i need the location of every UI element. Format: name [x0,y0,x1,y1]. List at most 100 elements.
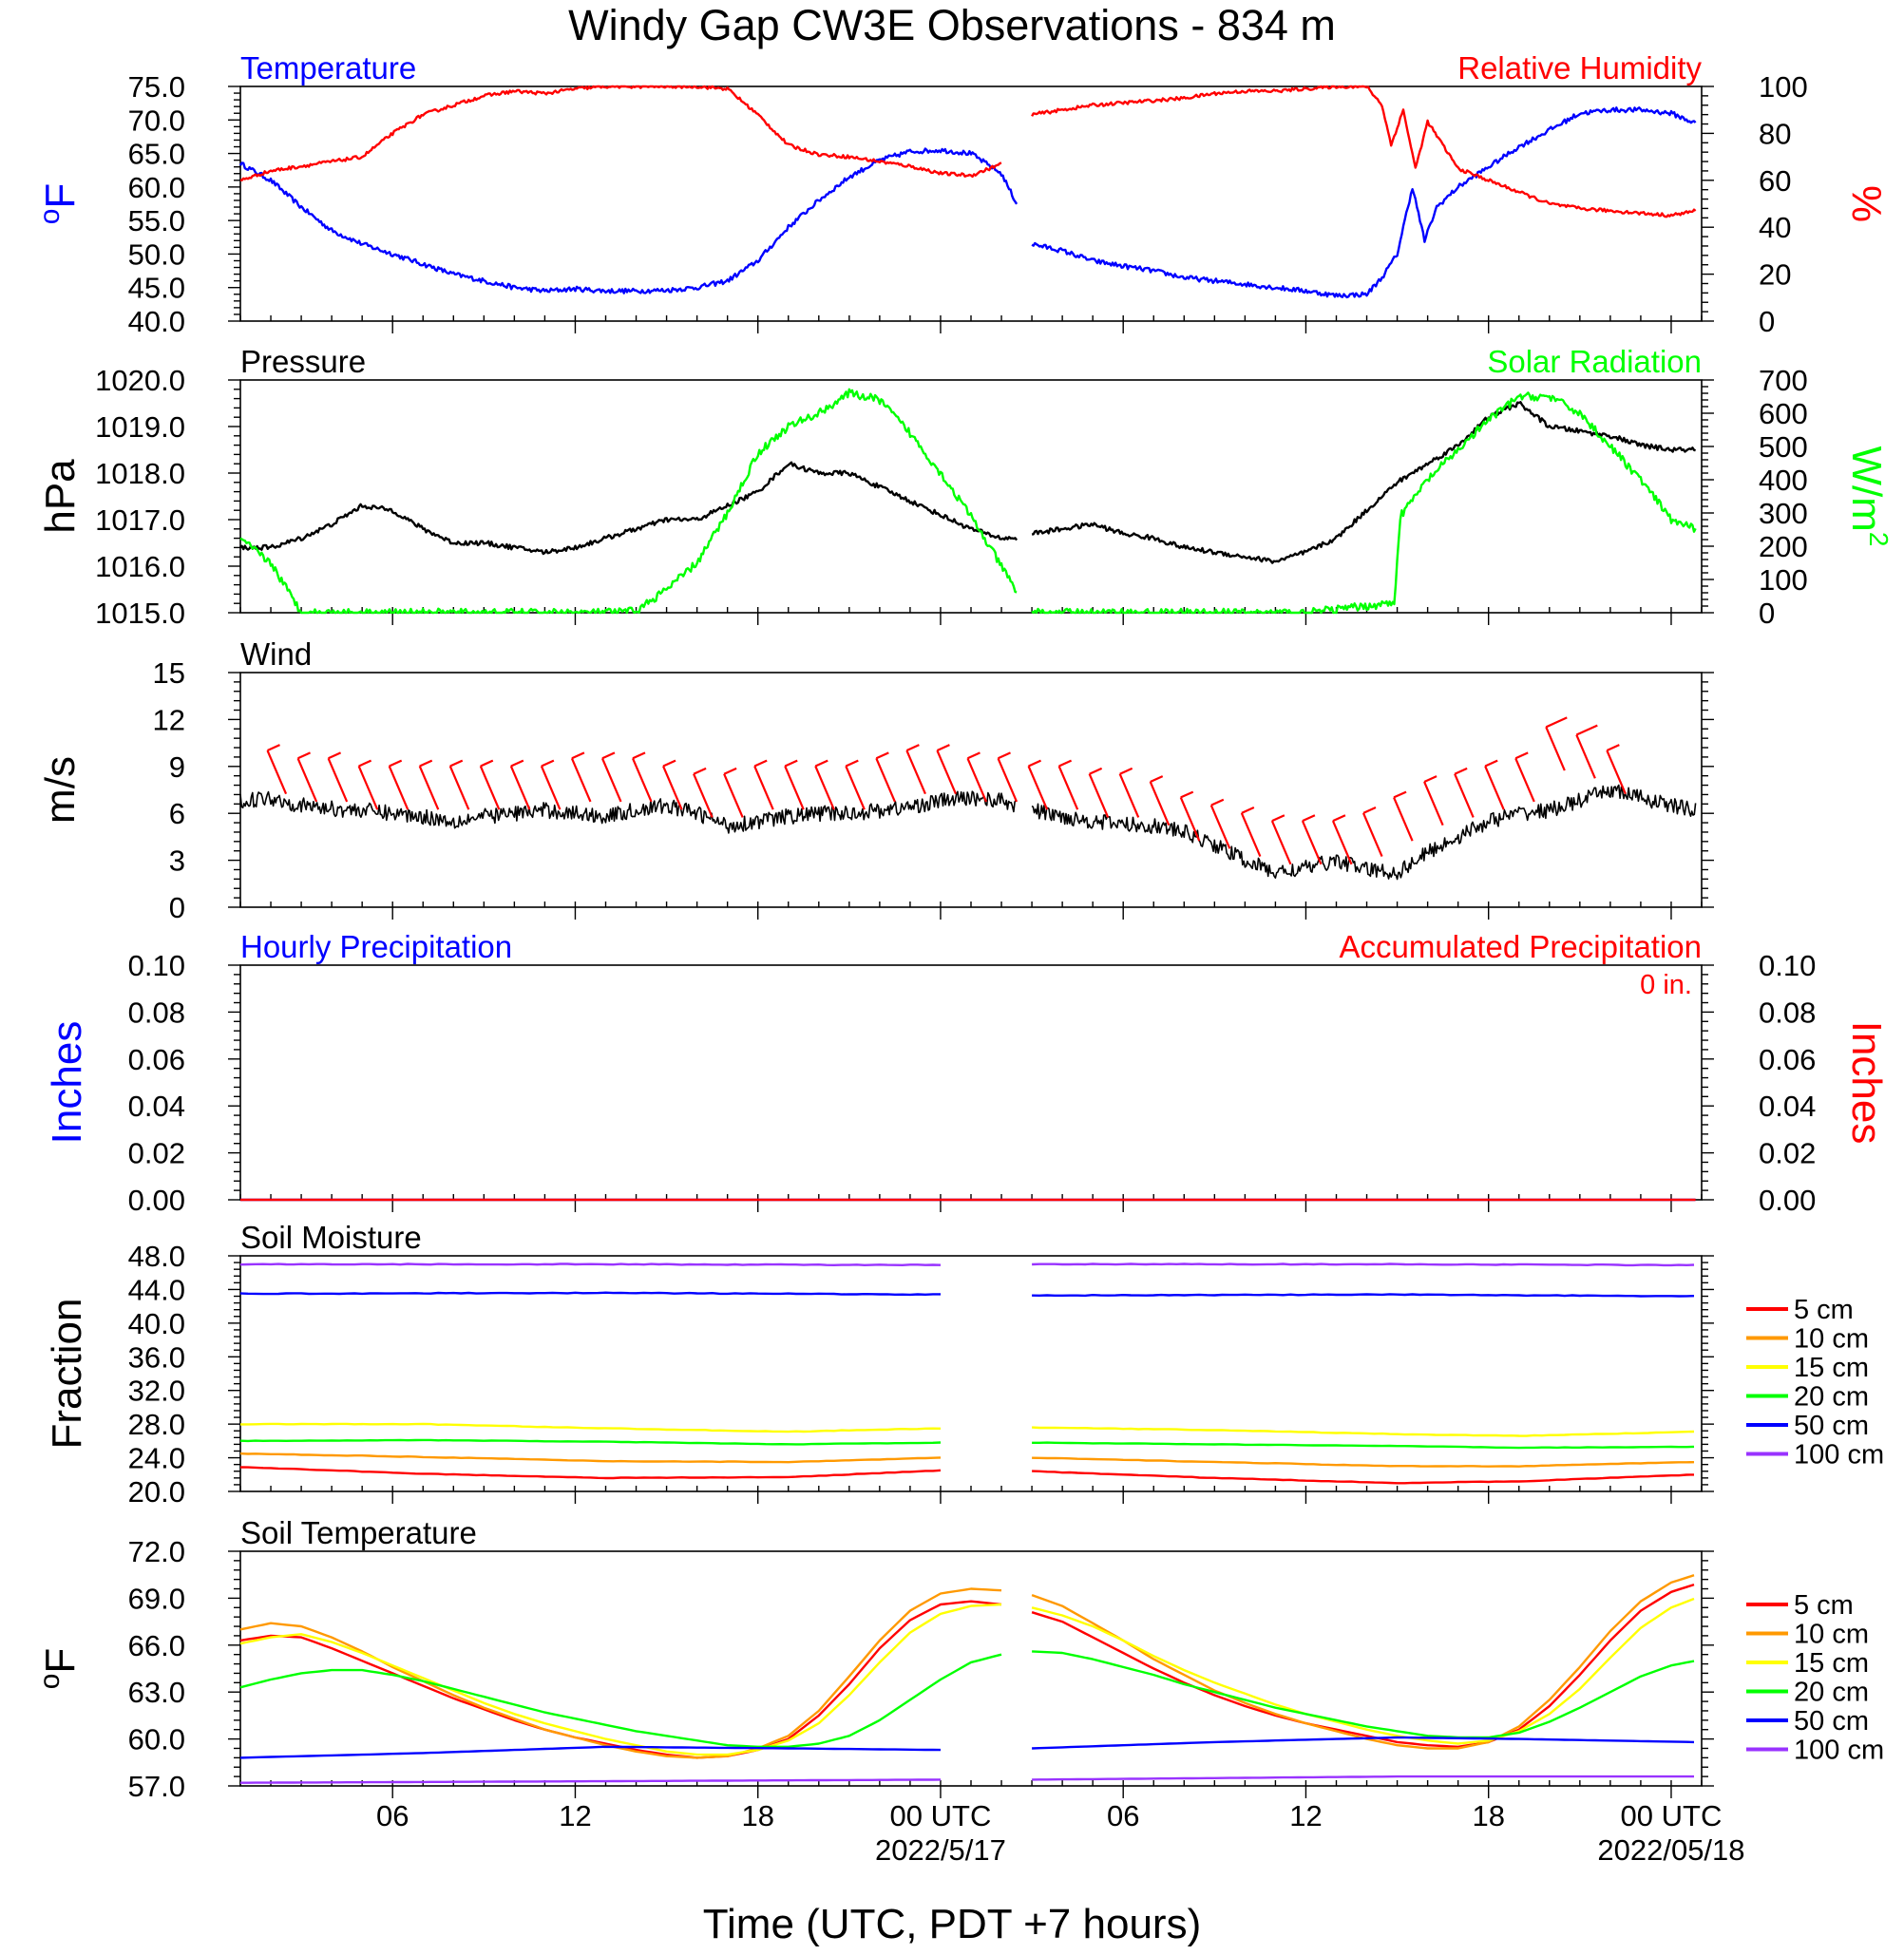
soil_moisture-panel: 20.024.028.032.036.040.044.048.0 Soil Moi… [44,1220,1884,1509]
wind-barb [1179,790,1201,842]
y-tick-label: 65.0 [128,138,185,171]
y-axis-label: oF [34,1648,84,1690]
series-line [240,1778,942,1784]
y2-tick-label: 0.06 [1759,1043,1816,1076]
wind-barb [1270,814,1292,865]
plot-frame [239,964,1703,1201]
legend-label: 10 cm [1794,1620,1869,1650]
precip-panel: 0.00 0.02 0.04 0.06 0.08 0.10 0.00 0.02 0.04 0.06… [44,929,1890,1217]
y-tick-label: 1017.0 [95,503,185,537]
series-line [1031,401,1697,564]
y-tick-label: 60.0 [128,1723,185,1756]
series-line [1032,1470,1695,1485]
y-tick-label: 0.02 [128,1137,185,1170]
y-tick-label: 1018.0 [95,457,185,490]
pressure_solar-panel: 1015.0 1016.0 1017.0 1018.0 1019.0 1020.0 0100… [37,344,1894,630]
series-line [239,1587,1002,1759]
y2-tick-label: 0 [1759,597,1775,630]
y-tick-label: 0 [169,891,185,924]
wind-barb [1514,751,1535,803]
y2-tick-label: 80 [1759,117,1791,150]
y-tick-label: 0.10 [128,949,185,982]
wind-barb [845,759,866,810]
series-line [1031,784,1697,881]
series-line [239,1262,942,1266]
accumulated-total-label: 0 in. [1640,970,1692,1000]
series-line [1031,85,1697,218]
x-tick-label: 12 [559,1799,591,1832]
wind-barb [509,759,531,810]
y2-tick-label: 400 [1759,464,1808,497]
legend-label: 15 cm [1794,1353,1869,1383]
series-line [1032,1775,1694,1781]
y2-tick-label: 200 [1759,530,1808,563]
x-tick-label: 18 [741,1799,773,1832]
plot-frame [239,379,1703,614]
y2-tick-label: 0.02 [1759,1137,1816,1170]
y-tick-label: 6 [169,797,185,830]
wind-barb [266,744,288,795]
y-tick-label: 20.0 [128,1475,185,1509]
wind-barb [1149,775,1171,826]
series-line [239,388,1018,615]
wind-barb [479,759,501,810]
y-axis-label: hPa [37,459,84,534]
series-line [1032,1456,1695,1468]
y2-axis-label: Inches [1843,1021,1890,1145]
temp_rh-panel: 40.045.050.055.060.065.070.075.0 0 20 40 60 8… [34,50,1890,338]
y2-tick-label: 300 [1759,497,1808,530]
y2-tick-label: 700 [1759,364,1808,397]
series-line [239,1452,942,1464]
y-axis-label: Fraction [44,1299,90,1450]
wind-barb [1027,759,1049,810]
wind-barb [936,744,957,795]
chart-title: Windy Gap CW3E Observations - 834 m [568,1,1336,49]
wind-barb [1484,759,1505,810]
y-tick-label: 1015.0 [95,597,185,630]
y-tick-label: 63.0 [128,1676,185,1709]
wind-barb [327,751,349,803]
wind-barb [1057,759,1079,810]
y-tick-label: 57.0 [128,1770,185,1803]
y-tick-label: 3 [169,845,185,878]
y2-tick-label: 0 [1759,305,1775,338]
y-tick-label: 32.0 [128,1375,185,1408]
wind-barb [1423,775,1444,826]
y-tick-label: 24.0 [128,1442,185,1475]
wind-barb [693,767,714,818]
y2-tick-label: 0.10 [1759,949,1816,982]
y2-tick-label: 40 [1759,211,1791,244]
x-axis-label: Time (UTC, PDT +7 hours) [703,1901,1201,1947]
legend-label: 10 cm [1794,1324,1869,1355]
wind-barb [662,759,683,810]
y2-tick-label: 100 [1759,563,1808,597]
y-axis-label: Inches [44,1021,90,1145]
wind-barb [1331,814,1353,865]
series-line [1032,1426,1695,1437]
y2-tick-label: 100 [1759,70,1808,104]
legend-label: 20 cm [1794,1382,1869,1413]
y-tick-label: 1016.0 [95,550,185,583]
wind-barb [814,759,835,810]
wind-barb [1454,767,1475,818]
y-axis-label: m/s [37,756,84,824]
panel-title: Pressure [240,344,366,379]
y-tick-label: 45.0 [128,272,185,305]
series-line [239,1291,941,1297]
panels: 40.045.050.055.060.065.070.075.002040608… [34,50,1894,1867]
x-tick-label: 12 [1289,1799,1322,1832]
wind-barb [357,759,379,810]
wind-barb [1361,807,1383,858]
series-line [1031,106,1697,299]
y-tick-label: 9 [169,750,185,784]
series-line [238,147,1019,294]
y-tick-label: 28.0 [128,1408,185,1441]
y-tick-label: 36.0 [128,1340,185,1374]
wind-barb [997,751,1019,803]
x-tick-label: 00 UTC [890,1799,992,1832]
x-tick-label: 00 UTC [1621,1799,1723,1832]
y-tick-label: 72.0 [128,1535,185,1568]
x-tick-label: 06 [1107,1799,1139,1832]
y-tick-label: 44.0 [128,1273,185,1306]
